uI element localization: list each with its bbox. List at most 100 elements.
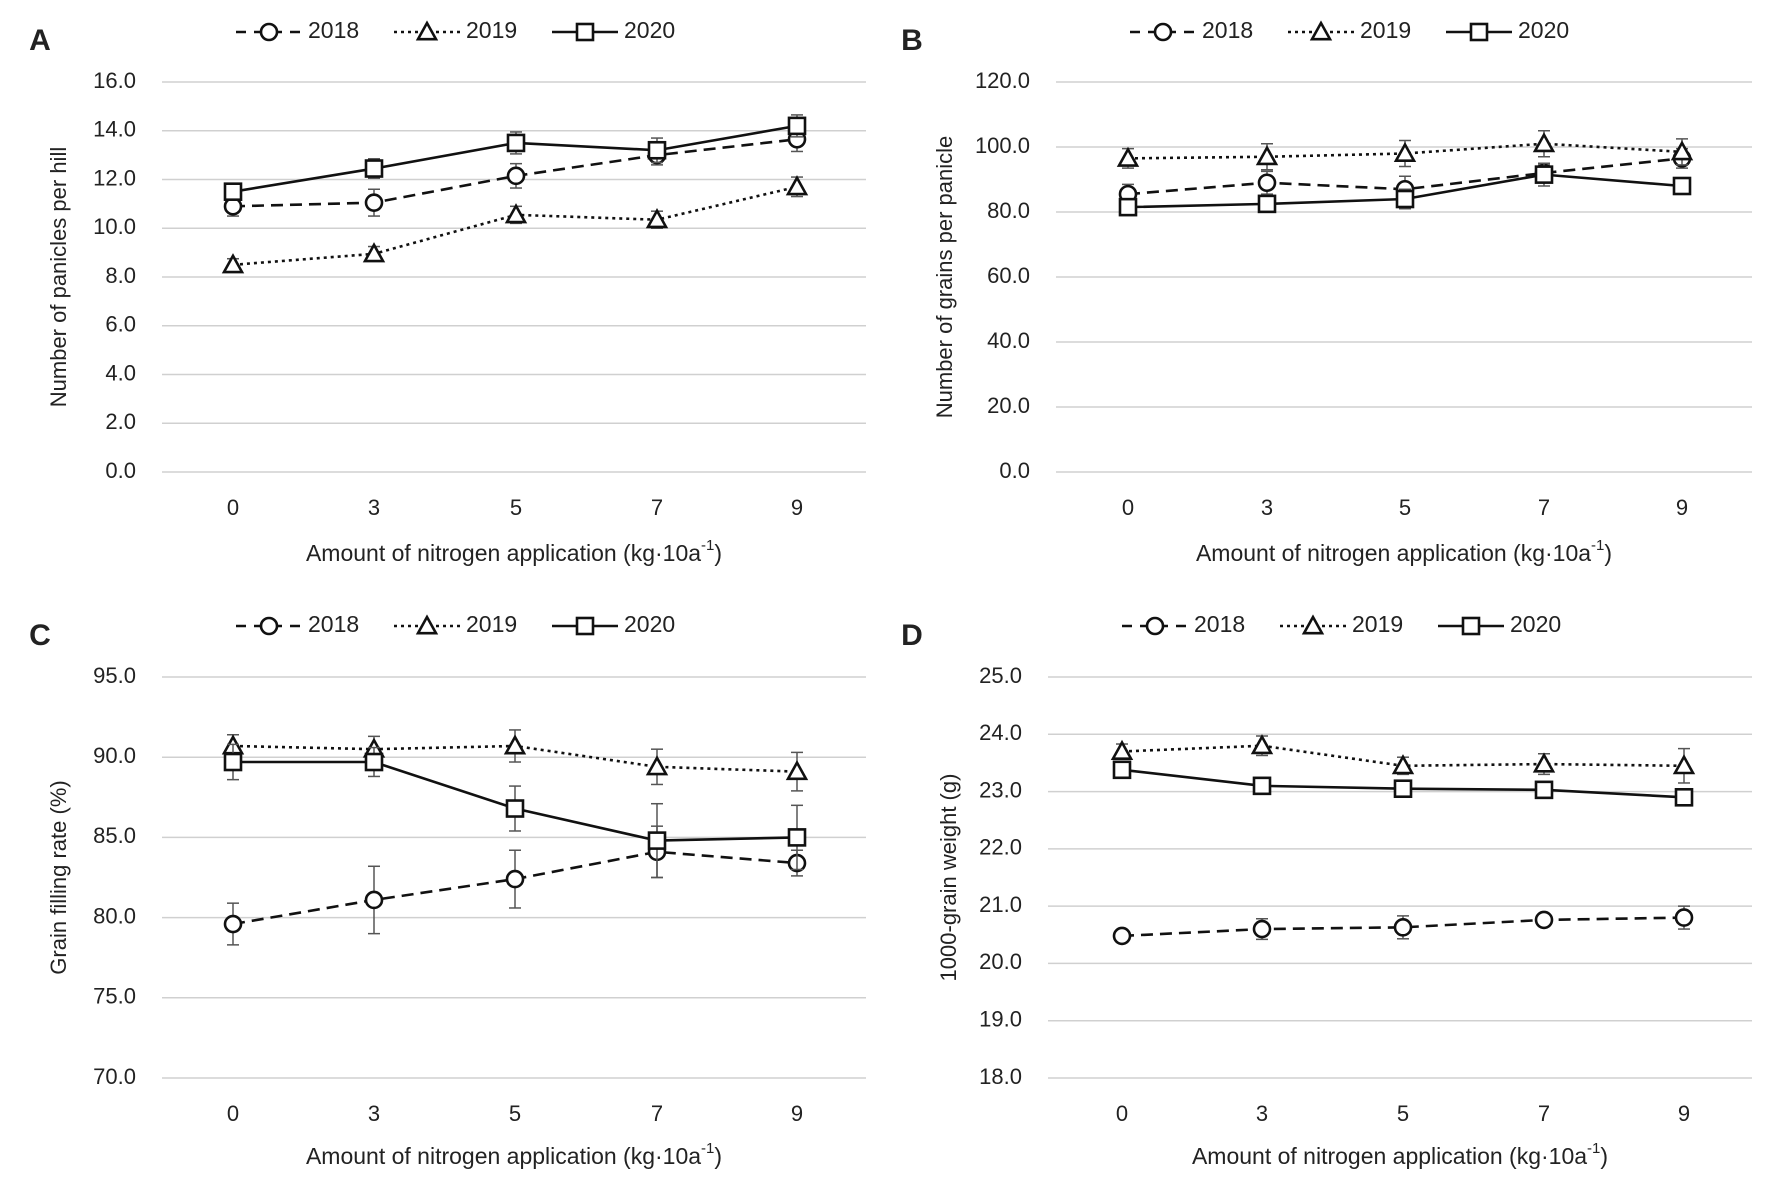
- data-point: [221, 253, 245, 274]
- legend-entry-2019: 2019: [394, 17, 517, 43]
- x-axis-label-superscript: -1: [1587, 1140, 1600, 1157]
- x-tick-label: 0: [1116, 1101, 1128, 1126]
- y-tick-label: 12.0: [93, 165, 136, 190]
- data-point: [1252, 919, 1272, 939]
- series-2018: [223, 825, 807, 946]
- y-tick-label: 22.0: [979, 835, 1022, 860]
- data-point: [787, 116, 807, 136]
- y-axis-label: Number of panicles per hill: [46, 147, 71, 407]
- y-tick-label: 90.0: [93, 743, 136, 768]
- data-point: [785, 175, 809, 196]
- data-point: [647, 831, 667, 850]
- y-tick-label: 14.0: [93, 117, 136, 142]
- legend-marker: [1145, 616, 1165, 636]
- data-point: [364, 193, 384, 212]
- legend-entry-2019: 2019: [1288, 17, 1411, 43]
- panel-label: B: [901, 24, 923, 57]
- x-axis-label-end: ): [714, 1143, 722, 1169]
- x-axis-label-end: ): [1600, 1143, 1608, 1169]
- data-point: [1110, 739, 1134, 760]
- x-tick-label: 5: [1397, 1101, 1409, 1126]
- legend-label: 2019: [466, 611, 517, 637]
- x-axis-label-superscript: -1: [1591, 537, 1604, 554]
- x-tick-label: 3: [368, 495, 380, 520]
- data-point: [1112, 760, 1132, 780]
- data-point: [787, 828, 807, 847]
- legend-marker: [259, 22, 279, 42]
- data-point: [1393, 918, 1413, 937]
- y-tick-label: 0.0: [105, 458, 136, 483]
- data-point: [364, 159, 384, 178]
- x-tick-label: 3: [1261, 495, 1273, 520]
- data-point: [1393, 779, 1413, 799]
- x-axis-label: Amount of nitrogen application (kg·10a-1…: [1196, 537, 1612, 566]
- x-tick-label: 9: [791, 495, 803, 520]
- x-tick-label: 5: [509, 1101, 521, 1126]
- data-point: [1670, 140, 1694, 161]
- chart-panel-b: B 0.0 20.0 40.0 60.0 80.0 100.0 120.0 0 3 5 7 9 Amoun…: [901, 17, 1752, 566]
- x-axis-label-main: Amount of nitrogen application (kg·10a: [1192, 1143, 1587, 1169]
- data-point: [506, 166, 526, 186]
- y-tick-label: 25.0: [979, 663, 1022, 688]
- x-tick-label: 9: [1678, 1101, 1690, 1126]
- data-point: [1532, 752, 1556, 773]
- y-tick-label: 20.0: [987, 393, 1030, 418]
- y-tick-label: 80.0: [987, 198, 1030, 223]
- legend-entry-2020: 2020: [552, 611, 675, 637]
- data-point: [1252, 776, 1272, 796]
- series-2020: [223, 114, 807, 201]
- data-point: [1672, 754, 1696, 775]
- legend-entry-2019: 2019: [1280, 611, 1403, 637]
- chart-panel-a: A 0.0 2.0 4.0 6.0 8.0 10.0 12.0 14.0 16.0 0 3 5 7 9 Amo…: [29, 17, 866, 566]
- data-point: [1116, 146, 1140, 167]
- data-point: [1534, 780, 1554, 800]
- data-point: [1534, 910, 1554, 930]
- y-tick-label: 24.0: [979, 720, 1022, 745]
- y-tick-label: 20.0: [979, 949, 1022, 974]
- chart-panel-c: C 70.0 75.0 80.0 85.0 90.0 95.0 0 3 5 7 9 Amount of …: [29, 611, 866, 1169]
- y-tick-label: 8.0: [105, 263, 136, 288]
- series-line: [232, 185, 798, 267]
- legend-label: 2019: [1352, 611, 1403, 637]
- y-tick-label: 0.0: [999, 458, 1030, 483]
- data-point: [1674, 787, 1694, 807]
- legend-marker: [575, 22, 595, 42]
- series-2019: [221, 729, 809, 792]
- x-tick-label: 3: [1256, 1101, 1268, 1126]
- data-point: [1393, 141, 1417, 162]
- x-tick-label: 7: [1538, 1101, 1550, 1126]
- legend-entry-2018: 2018: [1122, 611, 1245, 637]
- data-point: [647, 140, 667, 160]
- x-axis-label: Amount of nitrogen application (kg·10a-1…: [306, 537, 722, 566]
- x-axis-label: Amount of nitrogen application (kg·10a-1…: [1192, 1140, 1608, 1169]
- legend-label: 2018: [308, 17, 359, 43]
- x-tick-label: 7: [651, 495, 663, 520]
- series-2020: [223, 743, 807, 879]
- legend-label: 2019: [466, 17, 517, 43]
- x-axis-label-end: ): [714, 540, 722, 566]
- legend-label: 2018: [308, 611, 359, 637]
- data-point: [1534, 165, 1554, 184]
- legend-marker: [1461, 616, 1481, 636]
- legend-marker: [259, 616, 279, 636]
- legend-marker: [1309, 20, 1333, 41]
- data-point: [364, 752, 384, 772]
- series-2020: [1118, 162, 1692, 217]
- data-point: [505, 799, 525, 818]
- x-tick-label: 9: [791, 1101, 803, 1126]
- series-2019: [1116, 130, 1694, 171]
- data-point: [223, 182, 243, 201]
- x-axis-label-main: Amount of nitrogen application (kg·10a: [306, 1143, 701, 1169]
- legend-label: 2018: [1202, 17, 1253, 43]
- data-point: [505, 869, 525, 889]
- y-tick-label: 21.0: [979, 892, 1022, 917]
- x-tick-label: 5: [510, 495, 522, 520]
- y-tick-label: 100.0: [975, 133, 1030, 158]
- y-tick-label: 19.0: [979, 1007, 1022, 1032]
- y-tick-label: 4.0: [105, 360, 136, 385]
- x-tick-label: 3: [368, 1101, 380, 1126]
- data-point: [364, 890, 384, 910]
- data-point: [362, 242, 386, 263]
- y-tick-label: 2.0: [105, 409, 136, 434]
